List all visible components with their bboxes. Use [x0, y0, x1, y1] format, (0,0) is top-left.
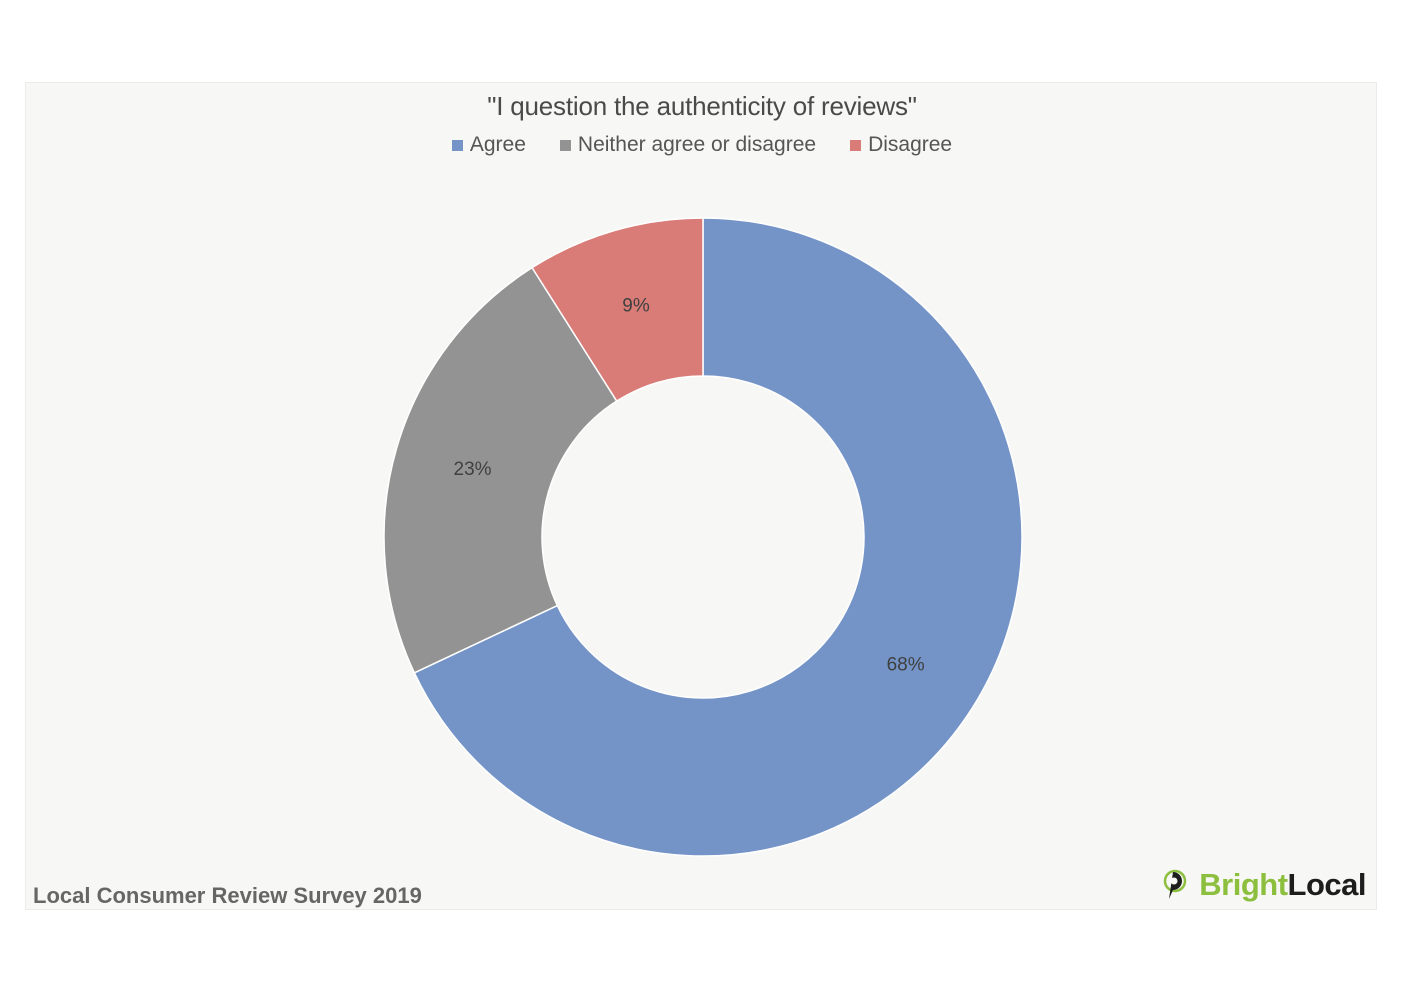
legend-item-disagree: Disagree: [850, 133, 952, 157]
brightlocal-logo: BrightLocal: [1161, 867, 1367, 903]
map-pin-icon: [1164, 869, 1187, 899]
legend-item-agree: Agree: [451, 133, 526, 157]
chart-legend: Agree Neither agree or disagree Disagree: [26, 133, 1378, 157]
data-label-disagree: 9%: [622, 296, 650, 317]
legend-swatch-neither: [559, 139, 571, 151]
slice-disagree: [531, 217, 704, 403]
source-caption: Local Consumer Review Survey 2019: [33, 883, 422, 908]
logo-text-bright: Bright: [1199, 867, 1288, 902]
legend-item-neither: Neither agree or disagree: [559, 133, 817, 157]
data-label-neither: 23%: [454, 459, 492, 480]
legend-label-agree: Agree: [469, 133, 526, 156]
legend-swatch-agree: [451, 139, 463, 151]
logo-text-local: Local: [1287, 867, 1367, 902]
slice-agree: [413, 217, 1023, 857]
chart-title: "I question the authenticity of reviews": [487, 91, 917, 121]
data-label-agree: 68%: [887, 655, 925, 676]
donut-chart: 68% 23% 9%: [383, 217, 1023, 857]
legend-label-neither: Neither agree or disagree: [577, 133, 817, 156]
slice-neither: [383, 266, 618, 674]
legend-label-disagree: Disagree: [868, 133, 953, 156]
chart-panel: "I question the authenticity of reviews"…: [25, 82, 1377, 910]
legend-swatch-disagree: [850, 139, 862, 151]
